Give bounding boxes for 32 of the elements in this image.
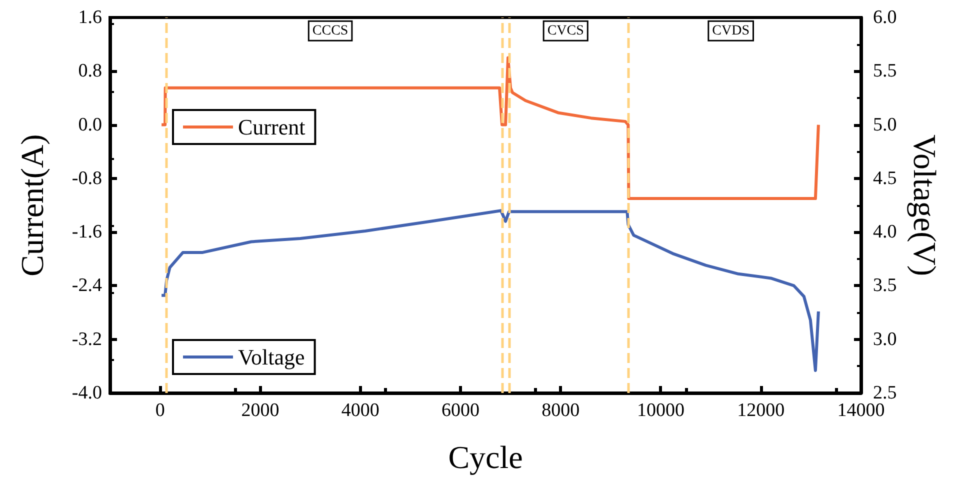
y2-tick-label: 3.5 xyxy=(873,275,897,296)
line-series xyxy=(160,209,820,372)
y-tick-label: 0.8 xyxy=(78,60,102,82)
annotation: CVCS xyxy=(547,23,584,38)
legend-label: Current xyxy=(238,114,306,140)
line-series xyxy=(160,56,820,200)
y-axis-title: Current(A) xyxy=(14,134,50,276)
annotation: CCCS xyxy=(312,23,348,38)
y-tick-label: -2.4 xyxy=(72,275,102,296)
x-tick-label: 4000 xyxy=(341,400,380,421)
x-tick-label: 12000 xyxy=(737,400,785,421)
y-tick-label: -1.6 xyxy=(72,222,102,243)
x-tick-label: 2000 xyxy=(241,400,280,421)
y-tick-label: 1.6 xyxy=(78,7,102,28)
y-tick-label: -4.0 xyxy=(72,382,102,404)
y2-tick-label: 4.0 xyxy=(873,222,897,243)
x-tick-label: 6000 xyxy=(441,400,480,421)
y2-axis-title: Voltage(V) xyxy=(907,134,943,276)
legend-label: Voltage xyxy=(238,344,305,370)
x-tick-label: 8000 xyxy=(542,400,580,421)
y2-tick-label: 4.5 xyxy=(873,168,897,189)
y-tick-label: 0.0 xyxy=(78,114,102,136)
y2-tick-label: 5.0 xyxy=(873,114,897,136)
y-tick-label: -3.2 xyxy=(72,328,102,350)
y2-tick-label: 5.5 xyxy=(873,60,897,82)
annotation: CVDS xyxy=(712,23,750,38)
x-tick-label: 10000 xyxy=(636,400,684,421)
x-tick-label: 0 xyxy=(155,400,165,421)
y2-tick-label: 3.0 xyxy=(873,328,897,350)
x-axis-title: Cycle xyxy=(448,439,523,475)
y2-tick-label: 6.0 xyxy=(873,7,897,28)
y-tick-label: -0.8 xyxy=(72,168,102,189)
